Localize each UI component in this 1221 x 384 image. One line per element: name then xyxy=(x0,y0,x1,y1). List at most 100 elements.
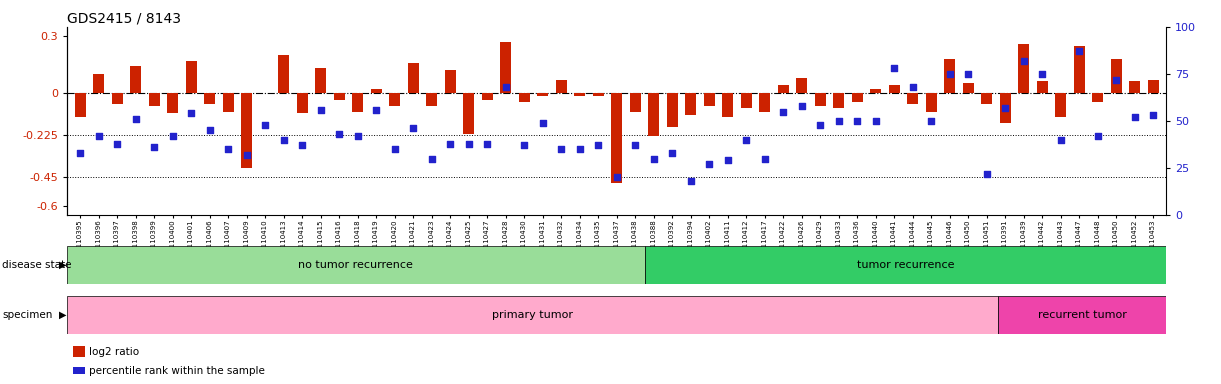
Bar xyxy=(1037,81,1048,93)
Bar xyxy=(703,93,714,106)
Point xyxy=(718,157,737,164)
Bar xyxy=(592,93,603,96)
Bar xyxy=(1018,44,1029,93)
Text: GDS2415 / 8143: GDS2415 / 8143 xyxy=(67,12,181,26)
Bar xyxy=(759,93,770,111)
Bar xyxy=(796,78,807,93)
Point xyxy=(773,108,792,114)
Point xyxy=(607,174,626,180)
Point xyxy=(977,170,996,177)
Bar xyxy=(926,93,937,111)
Bar xyxy=(241,93,253,168)
Text: ▶: ▶ xyxy=(59,260,66,270)
Point xyxy=(144,144,164,151)
Bar xyxy=(222,93,233,111)
Bar xyxy=(67,246,645,284)
Point xyxy=(995,105,1015,111)
Text: primary tumor: primary tumor xyxy=(492,310,574,320)
Bar xyxy=(1000,93,1011,123)
Bar xyxy=(501,42,512,93)
Point xyxy=(71,150,90,156)
Point xyxy=(643,156,663,162)
Bar xyxy=(667,93,678,127)
Bar xyxy=(889,85,900,93)
Bar xyxy=(610,93,623,183)
Point xyxy=(884,65,904,71)
Bar xyxy=(851,93,863,102)
Point xyxy=(1088,133,1107,139)
Bar xyxy=(186,61,197,93)
Point xyxy=(1106,76,1126,83)
Text: no tumor recurrence: no tumor recurrence xyxy=(298,260,413,270)
Point xyxy=(829,118,849,124)
Bar xyxy=(297,93,308,113)
Point xyxy=(126,116,145,122)
Point xyxy=(477,141,497,147)
Bar xyxy=(167,93,178,113)
Point xyxy=(811,122,830,128)
Point xyxy=(255,122,275,128)
Bar xyxy=(814,93,825,106)
Bar xyxy=(463,93,474,134)
Bar xyxy=(778,85,789,93)
Bar xyxy=(67,296,999,334)
Bar xyxy=(111,93,122,104)
Bar xyxy=(149,93,160,106)
Point xyxy=(700,161,719,167)
Text: specimen: specimen xyxy=(2,310,53,320)
Bar xyxy=(907,93,918,104)
Point xyxy=(1125,114,1144,120)
Bar xyxy=(574,93,585,96)
Bar xyxy=(93,74,104,93)
Text: recurrent tumor: recurrent tumor xyxy=(1038,310,1127,320)
Text: percentile rank within the sample: percentile rank within the sample xyxy=(89,366,265,376)
Point xyxy=(625,142,645,149)
Point xyxy=(459,141,479,147)
Point xyxy=(496,84,515,90)
Point xyxy=(441,141,460,147)
Bar xyxy=(315,68,326,93)
Point xyxy=(1143,112,1162,118)
Bar xyxy=(444,70,455,93)
Point xyxy=(292,142,311,149)
Bar xyxy=(352,93,363,111)
Point xyxy=(736,137,756,143)
Point xyxy=(219,146,238,152)
Point xyxy=(1070,48,1089,55)
Point xyxy=(403,126,422,132)
Text: disease state: disease state xyxy=(2,260,72,270)
Point xyxy=(847,118,867,124)
Point xyxy=(182,110,201,116)
Bar xyxy=(1055,93,1066,117)
Bar xyxy=(204,93,215,104)
Point xyxy=(366,107,386,113)
Bar xyxy=(1111,59,1122,93)
Bar xyxy=(980,93,993,104)
Bar xyxy=(426,93,437,106)
Bar xyxy=(944,59,955,93)
Point xyxy=(792,103,812,109)
Bar xyxy=(370,89,382,93)
Bar xyxy=(871,89,882,93)
Bar xyxy=(741,93,752,108)
Point xyxy=(532,120,552,126)
Point xyxy=(662,150,681,156)
Point xyxy=(89,133,109,139)
Bar xyxy=(556,79,567,93)
Point xyxy=(514,142,534,149)
Point xyxy=(866,118,885,124)
Point xyxy=(681,178,701,184)
Bar xyxy=(278,55,289,93)
Text: log2 ratio: log2 ratio xyxy=(89,347,139,357)
Bar xyxy=(645,246,1166,284)
Bar xyxy=(481,93,492,100)
Point xyxy=(958,71,978,77)
Point xyxy=(107,141,127,147)
Bar xyxy=(999,296,1166,334)
Bar xyxy=(333,93,344,100)
Point xyxy=(385,146,404,152)
Point xyxy=(274,137,293,143)
Point xyxy=(940,71,960,77)
Point xyxy=(589,142,608,149)
Bar xyxy=(722,93,733,117)
